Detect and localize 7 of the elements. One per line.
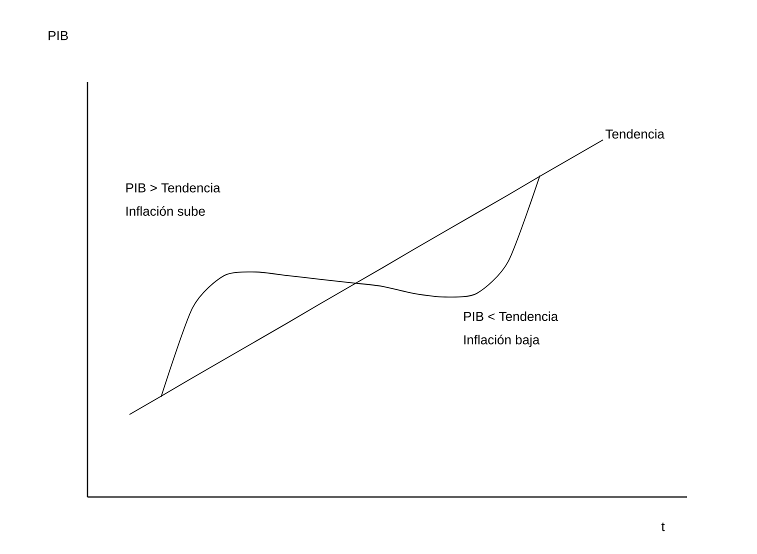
annotation: Inflación baja bbox=[464, 334, 540, 347]
series-label: Tendencia bbox=[606, 129, 664, 139]
annotation: PIB > Tendencia bbox=[126, 182, 220, 192]
annotation: Inflación sube bbox=[126, 206, 205, 216]
text: PIB bbox=[48, 31, 68, 40]
x-axis-title: t bbox=[661, 522, 665, 532]
annotation: PIB < Tendencia bbox=[464, 311, 558, 322]
